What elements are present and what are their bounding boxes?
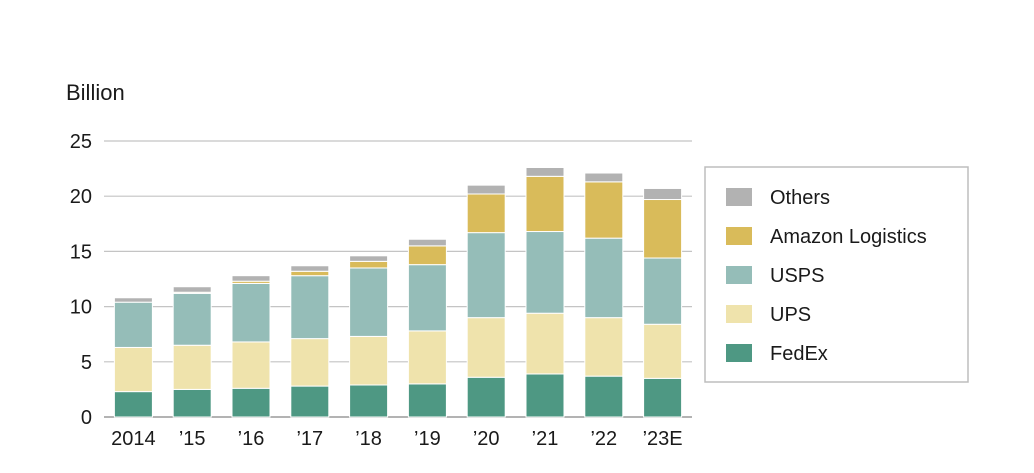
legend-label: USPS bbox=[770, 265, 824, 287]
y-tick-label: 15 bbox=[70, 241, 92, 263]
legend-label: FedEx bbox=[770, 343, 828, 365]
bar-segment-others bbox=[584, 172, 624, 183]
bar-segment-fedex bbox=[525, 373, 565, 418]
bar-segment-fedex bbox=[349, 384, 389, 418]
bar-segment-others bbox=[290, 265, 330, 272]
bar-segment-amazon-logistics bbox=[290, 270, 330, 277]
bar-segment-usps bbox=[172, 292, 212, 346]
bar-segment-amazon-logistics bbox=[643, 199, 683, 259]
bar-segment-others bbox=[231, 275, 271, 282]
x-axis-ticks: 2014 ’15 ’16 ’17 ’18 ’19 ’20 ’21 ’22 ’23E bbox=[111, 428, 682, 450]
bar-segment-others bbox=[113, 297, 153, 303]
bar-segment-ups bbox=[466, 317, 506, 378]
x-tick-label: ’15 bbox=[179, 428, 206, 450]
y-tick-label: 5 bbox=[81, 352, 92, 374]
legend-swatch-ups bbox=[726, 305, 752, 323]
bar-segment-fedex bbox=[466, 376, 506, 418]
bar-segment-usps bbox=[349, 267, 389, 337]
bars bbox=[113, 166, 683, 418]
legend-swatch-others bbox=[726, 188, 752, 206]
legend: Others Amazon Logistics USPS UPS FedEx bbox=[704, 166, 969, 383]
bar-segment-ups bbox=[525, 312, 565, 375]
bar-segment-ups bbox=[349, 335, 389, 386]
bar-segment-amazon-logistics bbox=[466, 193, 506, 234]
legend-label: Amazon Logistics bbox=[770, 226, 927, 248]
y-axis-unit-label: Billion bbox=[66, 80, 125, 105]
x-tick-label: ’21 bbox=[532, 428, 559, 450]
bar-segment-amazon-logistics bbox=[525, 175, 565, 233]
y-tick-label: 20 bbox=[70, 186, 92, 208]
bar-segment-ups bbox=[407, 330, 447, 385]
bar-segment-fedex bbox=[290, 385, 330, 418]
bar-segment-others bbox=[643, 187, 683, 201]
bar-segment-others bbox=[349, 255, 389, 262]
legend-swatch-usps bbox=[726, 266, 752, 284]
x-tick-label: ’17 bbox=[296, 428, 323, 450]
bar-segment-others bbox=[466, 184, 506, 195]
bar-segment-others bbox=[525, 166, 565, 177]
bar-segment-amazon-logistics bbox=[407, 245, 447, 266]
bar-segment-usps bbox=[584, 237, 624, 319]
bar-segment-amazon-logistics bbox=[349, 260, 389, 269]
bar-segment-usps bbox=[231, 282, 271, 343]
bar-segment-usps bbox=[643, 257, 683, 325]
x-tick-label: 2014 bbox=[111, 428, 156, 450]
x-tick-label: ’19 bbox=[414, 428, 441, 450]
bar-segment-ups bbox=[113, 346, 153, 393]
bar-segment-usps bbox=[525, 231, 565, 314]
x-tick-label: ’20 bbox=[473, 428, 500, 450]
bar-segment-amazon-logistics bbox=[584, 181, 624, 239]
bar-segment-ups bbox=[172, 344, 212, 390]
bar-segment-usps bbox=[113, 301, 153, 348]
y-tick-label: 25 bbox=[70, 131, 92, 153]
legend-swatch-fedex bbox=[726, 344, 752, 362]
bar-segment-others bbox=[172, 286, 212, 293]
y-axis-ticks: 0 5 10 15 20 25 bbox=[70, 131, 92, 429]
bar-segment-fedex bbox=[172, 388, 212, 418]
legend-label: Others bbox=[770, 187, 830, 209]
x-tick-label: ’23E bbox=[643, 428, 683, 450]
y-tick-label: 0 bbox=[81, 407, 92, 429]
bar-segment-fedex bbox=[643, 377, 683, 418]
legend-swatch-amazon-logistics bbox=[726, 227, 752, 245]
bar-segment-fedex bbox=[407, 383, 447, 418]
legend-label: UPS bbox=[770, 304, 811, 326]
bar-segment-fedex bbox=[584, 375, 624, 418]
bar-segment-ups bbox=[290, 338, 330, 387]
bar-segment-fedex bbox=[113, 391, 153, 418]
bar-segment-fedex bbox=[231, 387, 271, 418]
bar-segment-ups bbox=[231, 341, 271, 389]
y-tick-label: 10 bbox=[70, 297, 92, 319]
bar-segment-usps bbox=[407, 264, 447, 332]
bar-segment-usps bbox=[290, 275, 330, 340]
x-tick-label: ’22 bbox=[590, 428, 617, 450]
bar-segment-others bbox=[407, 238, 447, 247]
bar-segment-ups bbox=[584, 317, 624, 377]
bar-segment-ups bbox=[643, 323, 683, 379]
bar-segment-usps bbox=[466, 232, 506, 319]
x-tick-label: ’18 bbox=[355, 428, 382, 450]
x-tick-label: ’16 bbox=[238, 428, 265, 450]
